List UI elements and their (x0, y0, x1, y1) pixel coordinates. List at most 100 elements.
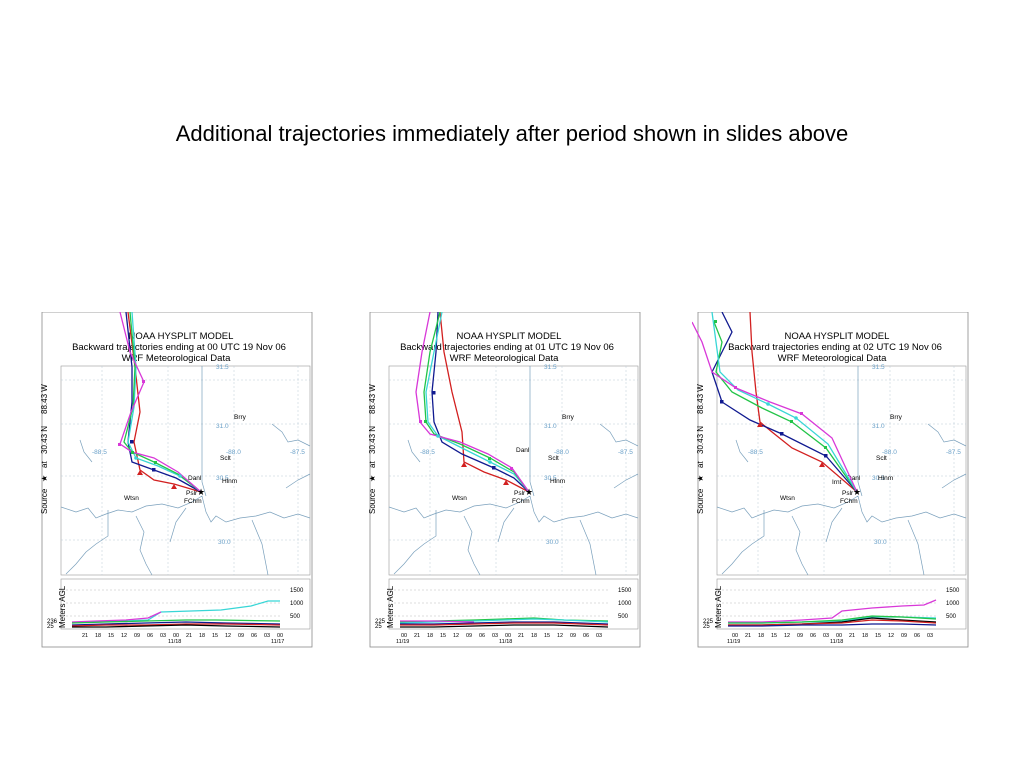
svg-text:12: 12 (784, 633, 790, 639)
model-title: NOAA HYSPLIT MODEL (457, 331, 562, 342)
svg-text:18: 18 (862, 633, 868, 639)
svg-text:12: 12 (557, 633, 563, 639)
height-tick-1000: 1000 (946, 601, 960, 607)
start-height-upper: 225 (375, 619, 386, 625)
grid-label-30.0: 30.0 (218, 539, 231, 546)
svg-text:03: 03 (492, 633, 498, 639)
source-star: ★ (197, 487, 205, 497)
place-label-wtsn: Wtsn (124, 495, 139, 502)
place-label-sclt: Sclt (876, 455, 887, 462)
svg-text:00: 00 (732, 633, 738, 639)
coastline (60, 366, 311, 576)
start-height-lower: 25 (47, 624, 54, 630)
svg-text:11/19: 11/19 (396, 639, 409, 645)
svg-text:Source: Source (40, 488, 49, 514)
svg-text:88.43 W: 88.43 W (40, 384, 49, 414)
trajectory-markers (714, 320, 828, 467)
svg-text:00: 00 (505, 633, 511, 639)
svg-text:18: 18 (758, 633, 764, 639)
met-data-label: WRF Meteorological Data (778, 353, 887, 364)
svg-text:Source: Source (696, 488, 705, 514)
trajectory-panel-3: NOAA HYSPLIT MODEL Backward trajectories… (692, 312, 970, 648)
svg-text:12: 12 (121, 633, 127, 639)
trajectory-panel-1: NOAA HYSPLIT MODEL Backward trajectories… (36, 312, 314, 648)
svg-text:18: 18 (427, 633, 433, 639)
svg-text:03: 03 (160, 633, 166, 639)
time-axis: 21 18 15 12 09 06 03 00 21 18 15 12 09 06 03 00 … (82, 633, 284, 645)
svg-text:06: 06 (583, 633, 589, 639)
trajectory-lines (692, 312, 858, 493)
svg-text:11/18: 11/18 (830, 639, 843, 645)
svg-text:30.43 N: 30.43 N (40, 426, 49, 454)
svg-text:00: 00 (836, 633, 842, 639)
grid-label-lon-87.5: -87.5 (290, 449, 305, 456)
trajectory-markers (118, 380, 182, 489)
svg-text:18: 18 (199, 633, 205, 639)
start-height-upper: 225 (703, 619, 714, 625)
svg-text:88.43 W: 88.43 W (696, 384, 705, 414)
place-label-danl: Danl (847, 475, 861, 482)
svg-text:15: 15 (875, 633, 881, 639)
grid-label-30.0: 30.0 (546, 539, 559, 546)
map-frame (60, 365, 311, 576)
trajectory-markers (419, 391, 513, 485)
panel-frame (41, 312, 313, 648)
svg-text:15: 15 (544, 633, 550, 639)
map-frame (388, 365, 639, 576)
place-label-pslr: Pslr (842, 490, 854, 497)
lat-lon-grid (389, 366, 638, 575)
place-label-hlnm: Hlnm (550, 478, 565, 485)
grid-label-31.0: 31.0 (544, 423, 557, 430)
slide-title: Additional trajectories immediately afte… (175, 121, 849, 146)
svg-text:88.43 W: 88.43 W (368, 384, 377, 414)
height-axis-label: Meters AGL (714, 585, 723, 628)
place-label-danl: Danl (188, 475, 202, 482)
coastline (716, 366, 967, 576)
height-tick-1500: 1500 (618, 588, 632, 594)
svg-text:at: at (696, 461, 705, 468)
run-description: Backward trajectories ending at 00 UTC 1… (72, 342, 286, 353)
grid-label-lon-88.5: -88.5 (92, 449, 107, 456)
svg-text:09: 09 (797, 633, 803, 639)
source-side-label: Source ★ at 30.43 N 88.43 W (368, 384, 377, 514)
svg-text:15: 15 (440, 633, 446, 639)
svg-text:06: 06 (147, 633, 153, 639)
grid-label-31.0: 31.0 (872, 423, 885, 430)
svg-text:00: 00 (401, 633, 407, 639)
svg-text:09: 09 (134, 633, 140, 639)
place-label-hlnm: Hlnm (222, 478, 237, 485)
place-label-sclt: Sclt (548, 455, 559, 462)
svg-text:11/18: 11/18 (168, 639, 181, 645)
place-label-fchm: FChm (512, 498, 530, 505)
place-label-hlnm: Hlnm (878, 475, 893, 482)
trajectory-lines (119, 312, 202, 493)
svg-text:06: 06 (479, 633, 485, 639)
source-star: ★ (853, 487, 861, 497)
svg-text:11/18: 11/18 (499, 639, 512, 645)
model-title: NOAA HYSPLIT MODEL (129, 331, 234, 342)
time-axis: 00 21 18 15 12 09 06 03 00 21 18 15 12 09 06 03 … (396, 633, 602, 645)
model-title: NOAA HYSPLIT MODEL (785, 331, 890, 342)
grid-label-31.0: 31.0 (216, 423, 229, 430)
place-label-pslr: Pslr (514, 490, 526, 497)
svg-text:06: 06 (914, 633, 920, 639)
height-axis-label: Meters AGL (386, 585, 395, 628)
grid-label-lon-88.0: -88.0 (226, 449, 241, 456)
grid-label-30.5: 30.5 (216, 475, 229, 482)
height-traces (399, 617, 609, 628)
svg-text:06: 06 (810, 633, 816, 639)
svg-text:03: 03 (823, 633, 829, 639)
place-label-sclt: Sclt (220, 455, 231, 462)
svg-text:09: 09 (570, 633, 576, 639)
start-height-upper: 236 (47, 619, 58, 625)
map-frame (716, 365, 967, 576)
place-label-brry: Brry (234, 414, 247, 421)
svg-text:21: 21 (82, 633, 88, 639)
svg-text:★: ★ (696, 475, 705, 482)
svg-text:★: ★ (368, 475, 377, 482)
height-tick-1500: 1500 (946, 588, 960, 594)
svg-text:15: 15 (212, 633, 218, 639)
grid-label-lon-88.0: -88.0 (554, 449, 569, 456)
start-height-lower: 25 (375, 624, 382, 630)
grid-label-30.0: 30.0 (874, 539, 887, 546)
